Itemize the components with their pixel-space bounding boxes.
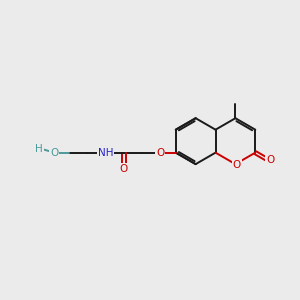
Text: O: O bbox=[50, 148, 59, 158]
Text: O: O bbox=[156, 148, 165, 158]
Text: O: O bbox=[120, 164, 128, 174]
Text: O: O bbox=[233, 160, 241, 170]
Text: O: O bbox=[266, 155, 275, 165]
Text: NH: NH bbox=[98, 148, 113, 158]
Text: H: H bbox=[35, 143, 43, 154]
